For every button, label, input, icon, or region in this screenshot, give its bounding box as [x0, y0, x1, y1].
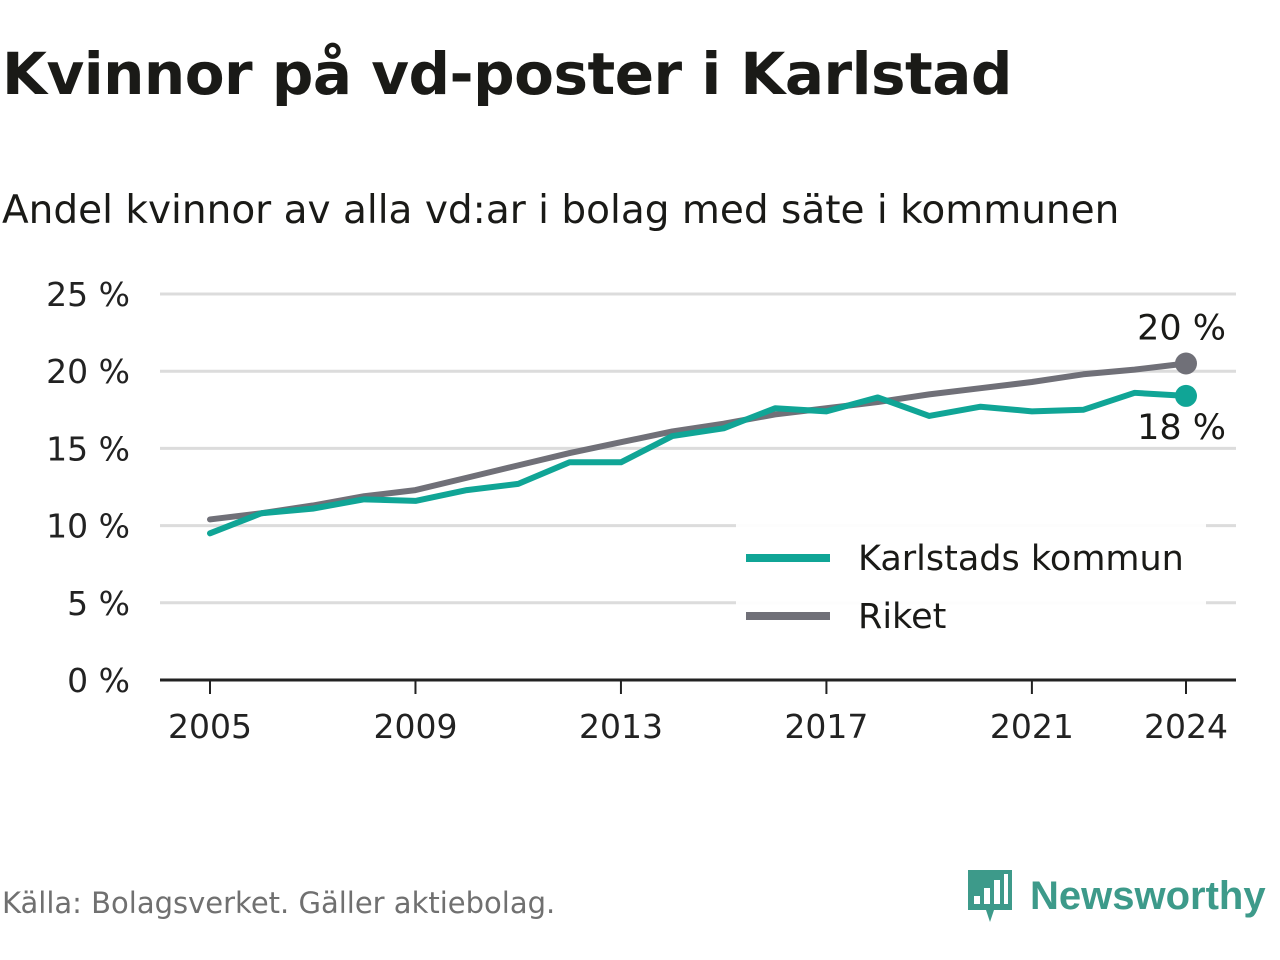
y-tick-label: 20 %: [46, 352, 130, 391]
y-tick-label: 25 %: [46, 275, 130, 314]
end-labels: 18 % 20 %: [1137, 308, 1226, 447]
series-lines: [207, 352, 1197, 537]
chart-subtitle: Andel kvinnor av alla vd:ar i bolag med …: [2, 188, 1120, 233]
legend: Karlstads kommun Riket: [736, 524, 1206, 654]
brand-name: Newsworthy: [1030, 873, 1266, 918]
y-tick-label: 15 %: [46, 429, 130, 468]
series-line: [207, 389, 1189, 537]
end-value-label: 20 %: [1137, 308, 1226, 348]
y-tick-label: 0 %: [67, 661, 130, 700]
x-tick-label: 2017: [784, 707, 868, 746]
series-end-point: [1175, 384, 1197, 407]
series-line: [207, 360, 1189, 523]
legend-background: [736, 524, 1206, 654]
legend-label: Karlstads kommun: [858, 539, 1184, 579]
chart-title: Kvinnor på vd-poster i Karlstad: [2, 40, 1012, 108]
brand-logo: Newsworthy: [964, 866, 1266, 926]
y-tick-label: 5 %: [67, 584, 130, 623]
x-tick-label: 2024: [1144, 707, 1228, 746]
x-tick-label: 2005: [168, 707, 252, 746]
x-tick-label: 2021: [990, 707, 1074, 746]
newsworthy-logo-icon: [968, 870, 1012, 922]
legend-label: Riket: [858, 597, 946, 637]
x-tick-label: 2013: [579, 707, 663, 746]
series-end-point: [1175, 352, 1197, 375]
y-axis-labels: 0 % 5 % 10 % 15 % 20 % 25 %: [46, 275, 130, 700]
x-tick-label: 2009: [373, 707, 457, 746]
x-axis: 2005 2009 2013 2017 2021 2024: [160, 678, 1236, 746]
end-value-label: 18 %: [1137, 408, 1226, 448]
y-tick-label: 10 %: [46, 507, 130, 546]
source-note: Källa: Bolagsverket. Gäller aktiebolag.: [2, 886, 556, 920]
